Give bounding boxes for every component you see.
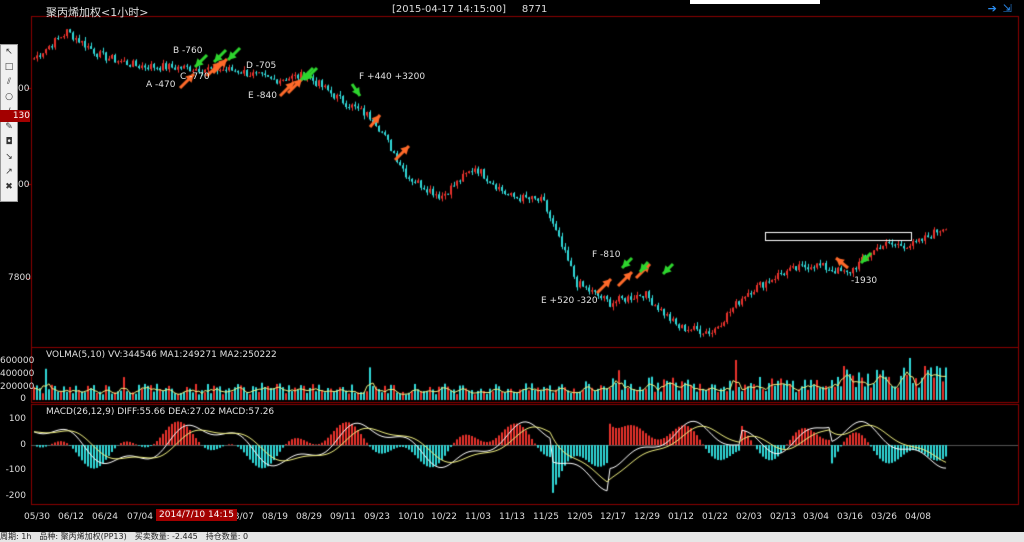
- time-axis-label: 06/12: [58, 512, 84, 522]
- macd-tick: 100: [8, 414, 26, 424]
- status-bar: 周期: 1h 品种: 聚丙烯加权(PP13) 买卖数量: -2.445 持仓数量: 0: [0, 532, 1024, 542]
- macd-tick: -200: [5, 491, 26, 501]
- time-axis-label: 08/29: [296, 512, 322, 522]
- time-axis-label: 10/10: [398, 512, 424, 522]
- expand-icon[interactable]: ⇲: [1002, 2, 1018, 15]
- volume-tick: 600000: [0, 356, 35, 366]
- time-axis-label: 07/04: [127, 512, 153, 522]
- bucket-icon[interactable]: ◘: [5, 137, 13, 147]
- trade-annotation: F +440 +3200: [359, 72, 426, 82]
- status-item: 买卖数量: -2.445: [134, 532, 198, 541]
- time-axis-label: 03/26: [871, 512, 897, 522]
- time-axis-label: 01/22: [702, 512, 728, 522]
- time-axis-label: 08/07: [228, 512, 254, 522]
- trade-annotation: A -470: [146, 80, 176, 90]
- time-axis-label: 06/24: [92, 512, 118, 522]
- current-price-marker: 130: [0, 110, 30, 122]
- rectangle-icon[interactable]: □: [4, 62, 14, 72]
- top-input-box[interactable]: [690, 0, 820, 4]
- macd-tick: 0: [20, 440, 26, 450]
- price-axis-label: 7800: [8, 273, 31, 283]
- time-axis-label: 02/13: [770, 512, 796, 522]
- trade-annotation: E +520 -320: [541, 296, 598, 306]
- trade-annotation: F -810: [592, 250, 621, 260]
- time-axis-label: 05/30: [24, 512, 50, 522]
- time-axis-label: 10/22: [431, 512, 457, 522]
- time-axis-label: 12/05: [567, 512, 593, 522]
- ellipse-icon[interactable]: ○: [5, 92, 13, 102]
- price-axis-label: 00: [18, 180, 30, 190]
- volume-tick: 200000: [0, 382, 35, 392]
- volume-tick: 400000: [0, 369, 35, 379]
- time-axis-label: 03/04: [803, 512, 829, 522]
- parallel-lines-icon[interactable]: ⫽: [6, 77, 11, 87]
- time-axis-label: 12/17: [600, 512, 626, 522]
- price-axis-label: 00: [18, 84, 30, 94]
- drawing-toolbar: ↖□⫽○∕✎◘↘↗✖: [0, 44, 18, 202]
- volume-tick: 0: [20, 394, 26, 404]
- trade-annotation: D -705: [246, 61, 277, 71]
- arrow-right-icon[interactable]: ➔: [987, 2, 1003, 15]
- status-item: 持仓数量: 0: [205, 532, 249, 541]
- time-axis-label: 11/13: [499, 512, 525, 522]
- time-axis-label: 08/19: [262, 512, 288, 522]
- time-axis-label: 01/12: [668, 512, 694, 522]
- time-axis-label: 11/25: [533, 512, 559, 522]
- macd-tick: -100: [5, 465, 26, 475]
- trade-annotation: E -840: [248, 91, 277, 101]
- status-item: 周期: 1h: [0, 532, 32, 541]
- cursor-date-marker: 2014/7/10 14:15: [156, 509, 237, 521]
- time-axis-label: 11/03: [465, 512, 491, 522]
- trade-annotation: C -770: [180, 72, 210, 82]
- volume-indicator-label: VOLMA(5,10) VV:344546 MA1:249271 MA2:250…: [46, 350, 277, 360]
- top-right-icons[interactable]: ➔⇲: [988, 2, 1018, 15]
- cursor-icon[interactable]: ↖: [5, 47, 13, 57]
- status-item: 品种: 聚丙烯加权(PP13): [39, 532, 127, 541]
- trade-annotation: B -760: [173, 46, 203, 56]
- time-axis-label: 09/23: [364, 512, 390, 522]
- green-arrow-icon[interactable]: ↗: [5, 167, 13, 177]
- time-axis-label: 04/08: [905, 512, 931, 522]
- red-arrow-icon[interactable]: ↘: [5, 152, 13, 162]
- time-axis-label: 02/03: [736, 512, 762, 522]
- time-axis-label: 09/11: [330, 512, 356, 522]
- delete-icon[interactable]: ✖: [5, 182, 13, 192]
- cursor-datetime: [2015-04-17 14:15:00] 8771: [392, 4, 548, 15]
- macd-indicator-label: MACD(26,12,9) DIFF:55.66 DEA:27.02 MACD:…: [46, 407, 275, 417]
- pen-icon[interactable]: ✎: [5, 122, 13, 132]
- chart-title: 聚丙烯加权<1小时>: [46, 6, 149, 19]
- time-axis-label: 03/16: [837, 512, 863, 522]
- trade-annotation: -1930: [851, 276, 878, 286]
- time-axis-label: 12/29: [634, 512, 660, 522]
